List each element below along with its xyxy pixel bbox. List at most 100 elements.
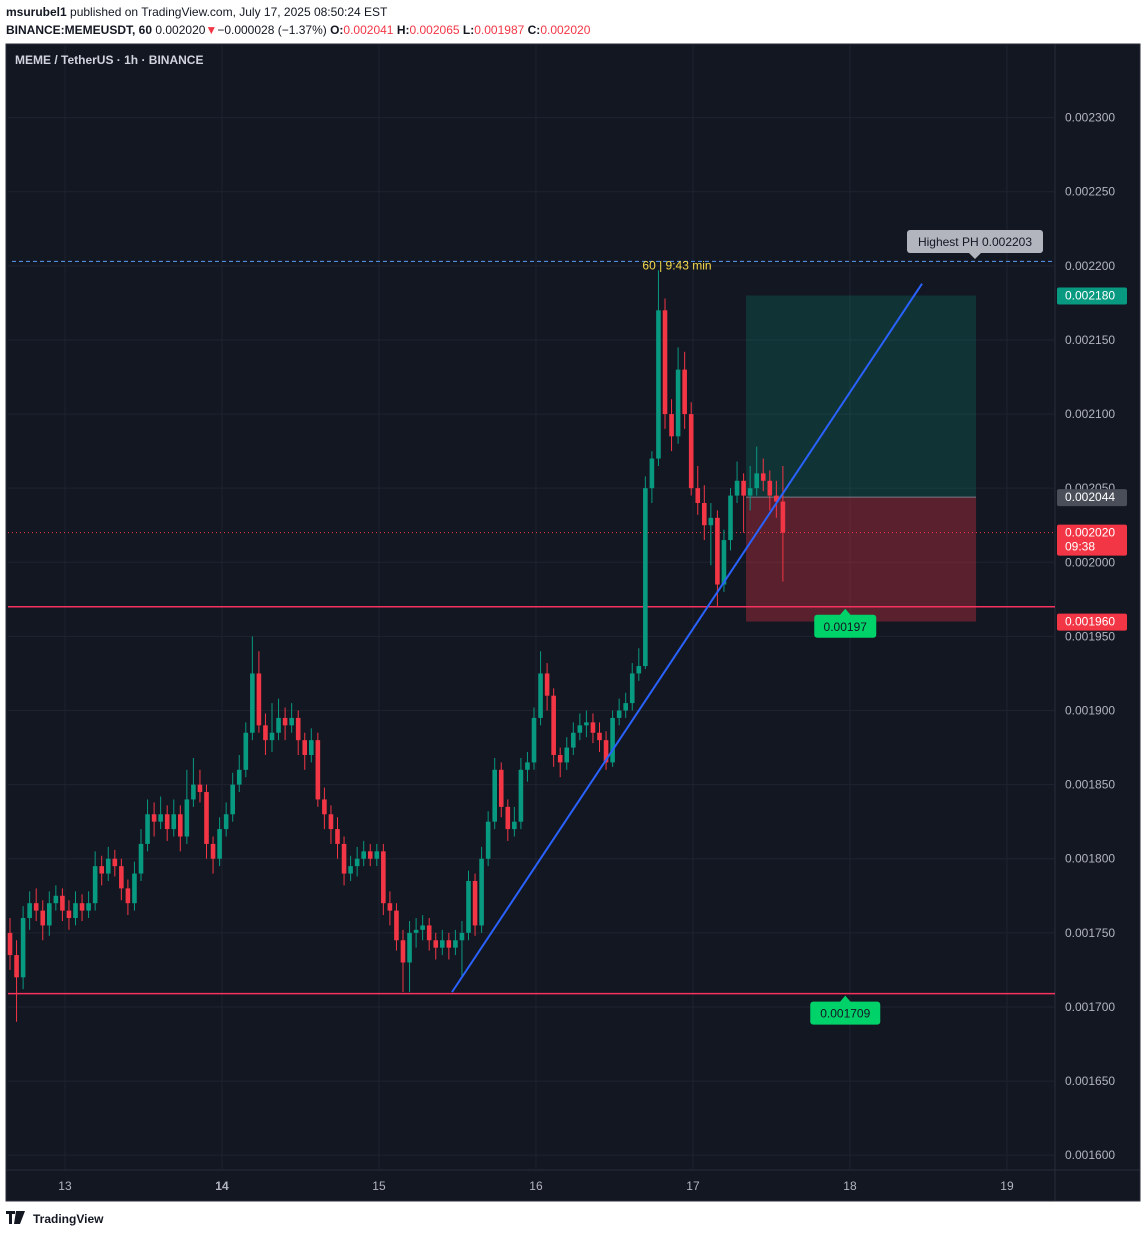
- candle-body: [184, 799, 190, 837]
- candle-body: [734, 480, 740, 496]
- x-tick-label: 18: [843, 1179, 857, 1193]
- brand: TradingView: [33, 1212, 104, 1226]
- candle-body: [66, 910, 72, 919]
- candle-body: [433, 940, 439, 948]
- candle-body: [675, 369, 681, 437]
- price: 0.002020: [155, 23, 205, 37]
- h-label: H:: [397, 23, 410, 37]
- trendline: [451, 283, 923, 993]
- x-tick-label: 19: [1000, 1179, 1014, 1193]
- o-value: 0.002041: [343, 23, 393, 37]
- candle-body: [544, 673, 550, 696]
- symbol: BINANCE:MEMEUSDT, 60: [6, 23, 152, 37]
- candle-body: [728, 495, 733, 541]
- candle-body: [760, 473, 766, 481]
- y-tick-label: 0.001850: [1065, 778, 1115, 792]
- candle-body: [197, 784, 203, 793]
- candle-body: [616, 710, 622, 718]
- entry-tag-label: 0.002044: [1065, 490, 1115, 504]
- level-tag-pointer: [839, 995, 852, 1003]
- highest-ph-label: Highest PH 0.002203: [918, 235, 1032, 249]
- y-tick-label: 0.001950: [1065, 629, 1115, 643]
- target-tag: [1057, 287, 1127, 305]
- candle-body: [20, 918, 26, 978]
- candle-body: [302, 740, 308, 755]
- x-tick-label: 16: [529, 1179, 543, 1193]
- candle-body: [309, 740, 314, 755]
- candle-body: [649, 458, 655, 489]
- candle-body: [341, 843, 347, 874]
- candle-body: [505, 806, 511, 830]
- candle-body: [14, 955, 19, 978]
- candle-body: [335, 829, 340, 844]
- candle-body: [47, 903, 52, 926]
- candle-body: [400, 940, 406, 963]
- candle-body: [741, 480, 746, 496]
- candle-body: [164, 814, 170, 830]
- y-tick-label: 0.001650: [1065, 1074, 1115, 1088]
- candle-body: [426, 925, 432, 941]
- candle-body: [485, 821, 491, 859]
- candle-body: [590, 722, 596, 733]
- candle-body: [256, 673, 262, 726]
- candle-body: [571, 732, 576, 748]
- candle-body: [151, 814, 157, 822]
- candle-body: [33, 903, 39, 911]
- candle-body: [531, 717, 537, 763]
- y-tick-label: 0.001700: [1065, 1000, 1115, 1014]
- candle-body: [512, 821, 517, 830]
- candle-body: [210, 843, 216, 859]
- target-tag-label: 0.002180: [1065, 288, 1115, 302]
- candle-body: [223, 814, 229, 830]
- candle-body: [643, 488, 648, 667]
- arrow: ▼: [205, 23, 217, 37]
- candle-body: [178, 814, 183, 837]
- candle-body: [754, 473, 759, 489]
- x-tick-label: 17: [686, 1179, 700, 1193]
- candle-body: [656, 310, 661, 459]
- stop-tag: [1057, 613, 1127, 631]
- last-price-tag-label: 0.002020: [1065, 526, 1115, 540]
- candle-body: [322, 799, 327, 815]
- candle-body: [708, 517, 714, 526]
- candle-body: [315, 740, 321, 800]
- chart-title: MEME / TetherUS · 1h · BINANCE: [15, 53, 203, 67]
- candle-body: [525, 762, 530, 770]
- annotation: 60 | 9:43 min: [642, 258, 711, 272]
- candle-body: [230, 784, 235, 815]
- candle-body: [236, 769, 242, 785]
- candle-body: [295, 717, 301, 741]
- candle-body: [348, 866, 353, 874]
- candle-body: [453, 940, 458, 948]
- candle-body: [276, 717, 281, 733]
- y-tick-label: 0.002150: [1065, 333, 1115, 347]
- candle-body: [60, 895, 65, 911]
- candle-body: [721, 540, 727, 585]
- y-tick-label: 0.001900: [1065, 704, 1115, 718]
- h-value: 0.002065: [410, 23, 460, 37]
- candle-body: [636, 666, 642, 674]
- candle-body: [767, 480, 773, 496]
- profit-zone: [746, 295, 977, 498]
- candle-body: [263, 725, 268, 741]
- candle-body: [774, 495, 779, 502]
- author: msurubel1: [6, 5, 67, 19]
- candle-body: [688, 414, 694, 489]
- candle-body: [564, 747, 570, 763]
- candle-body: [105, 858, 111, 874]
- candle-body: [387, 903, 393, 911]
- candle-body: [132, 873, 137, 904]
- level-tag-pointer: [839, 608, 852, 616]
- level-tag: [814, 614, 877, 638]
- stop-tag-label: 0.001960: [1065, 615, 1115, 629]
- x-tick-label: 13: [58, 1179, 72, 1193]
- candle-body: [79, 903, 85, 911]
- published: published on TradingView.com, July 17, 2…: [67, 5, 388, 19]
- l-label: L:: [463, 23, 474, 37]
- loss-zone: [746, 497, 977, 622]
- entry-tag: [1057, 489, 1127, 507]
- candle-body: [695, 488, 701, 504]
- candle-body: [492, 769, 497, 822]
- candle-body: [472, 880, 478, 926]
- candle-body: [479, 858, 484, 926]
